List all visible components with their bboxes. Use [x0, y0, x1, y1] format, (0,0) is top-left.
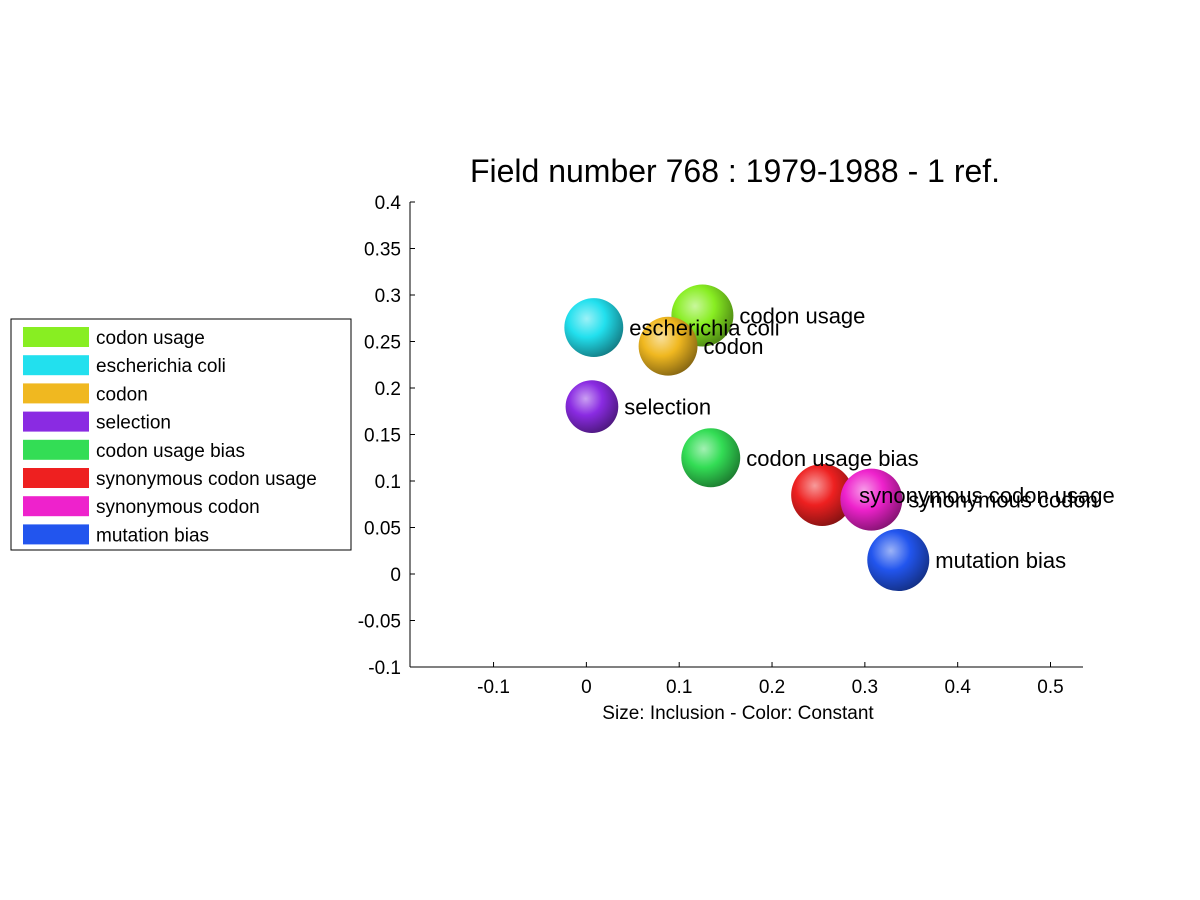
legend-swatch: [23, 439, 89, 460]
x-tick-label: 0: [581, 677, 592, 698]
y-tick-label: 0.4: [375, 193, 402, 214]
data-point-label: codon usage: [739, 303, 865, 328]
legend-swatch: [23, 496, 89, 517]
y-tick-label: 0.1: [375, 472, 401, 493]
data-points: [564, 284, 930, 592]
y-tick-label: 0.3: [375, 286, 401, 307]
legend: codon usage escherichia coli codon selectio…: [10, 318, 352, 551]
x-tick-label: -0.1: [477, 677, 510, 698]
data-point-label: codon: [704, 334, 764, 359]
legend-entry-label: codon usage: [96, 328, 205, 349]
y-tick-label: 0.25: [364, 333, 401, 354]
data-point-label: mutation bias: [935, 548, 1066, 573]
x-tick-label: 0.2: [759, 677, 785, 698]
legend-entry-label: codon usage bias: [96, 441, 245, 462]
data-point-label: escherichia coli: [629, 316, 779, 341]
data-point-label: synonymous codon usage: [859, 483, 1115, 508]
data-point-label: codon usage bias: [746, 446, 918, 471]
legend-entry-label: escherichia coli: [96, 356, 226, 377]
data-point-bubble: [791, 463, 854, 526]
y-tick-label: 0.35: [364, 240, 401, 261]
axes: 0.4 0.35 0.3 0.25 0.2 0.15 0.1 0.05 0 -0.05 -0.1 -0…: [358, 193, 1083, 698]
x-tick-label: 0.1: [666, 677, 692, 698]
x-tick-label: 0.3: [852, 677, 878, 698]
data-point-bubble: [840, 468, 903, 531]
legend-swatch: [23, 524, 89, 545]
data-point-bubble: [681, 428, 741, 488]
legend-swatch: [23, 383, 89, 404]
y-tick-label: 0: [390, 565, 401, 586]
y-tick-label: -0.05: [358, 612, 401, 633]
y-tick-label: 0.15: [364, 426, 401, 447]
y-tick-label: 0.05: [364, 519, 401, 540]
legend-entry-label: synonymous codon usage: [96, 469, 317, 490]
y-tick-label: 0.2: [375, 379, 401, 400]
legend-entry-label: codon: [96, 384, 148, 405]
chart-title: Field number 768 : 1979-1988 - 1 ref.: [470, 153, 1000, 189]
x-axis-label: Size: Inclusion - Color: Constant: [602, 703, 874, 724]
legend-swatch: [23, 327, 89, 347]
x-tick-label: 0.4: [944, 677, 971, 698]
y-tick-label: -0.1: [368, 658, 401, 679]
data-point-bubble: [565, 380, 619, 433]
legend-swatch: [23, 411, 89, 432]
data-point-bubble: [564, 298, 624, 357]
x-tick-label: 0.5: [1037, 677, 1063, 698]
legend-entry-label: selection: [96, 413, 171, 434]
data-point-label: selection: [624, 395, 711, 420]
data-point-bubble: [867, 529, 930, 592]
data-point-label: synonymous codon: [908, 488, 1098, 513]
legend-swatch: [23, 355, 89, 376]
legend-entry-label: synonymous codon: [96, 497, 260, 518]
legend-entry-label: mutation bias: [96, 525, 209, 546]
legend-swatch: [23, 468, 89, 488]
data-point-bubble: [638, 316, 698, 376]
